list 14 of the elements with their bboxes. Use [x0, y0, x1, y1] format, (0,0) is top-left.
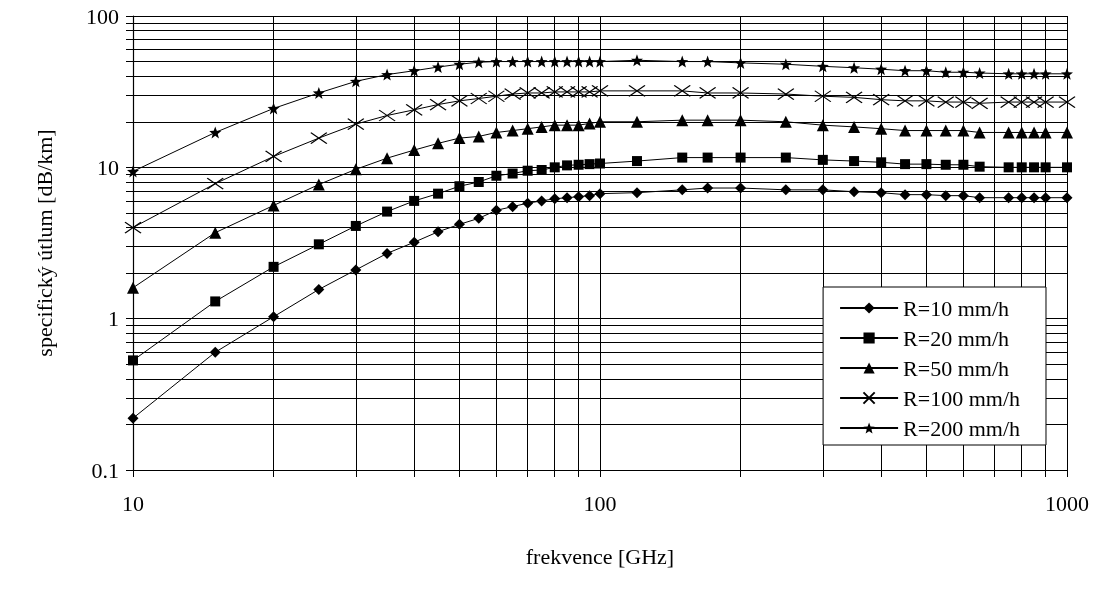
legend-label: R=20 mm/h [903, 325, 1009, 351]
legend-label: R=100 mm/h [903, 385, 1020, 411]
x-tick-label: 10 [122, 490, 144, 516]
legend-label: R=50 mm/h [903, 355, 1009, 381]
y-tick-label: 100 [86, 3, 119, 29]
y-tick-label: 1 [108, 306, 119, 332]
y-tick-label: 10 [97, 154, 119, 180]
legend-label: R=200 mm/h [903, 415, 1020, 441]
x-tick-label: 100 [583, 490, 617, 516]
x-axis-title: frekvence [GHz] [525, 543, 675, 569]
y-axis-title: specifický útlum [dB/km] [31, 129, 57, 357]
y-tick-label: 0.1 [91, 457, 119, 483]
x-tick-label: 1000 [1045, 490, 1089, 516]
legend-label: R=10 mm/h [903, 295, 1009, 321]
